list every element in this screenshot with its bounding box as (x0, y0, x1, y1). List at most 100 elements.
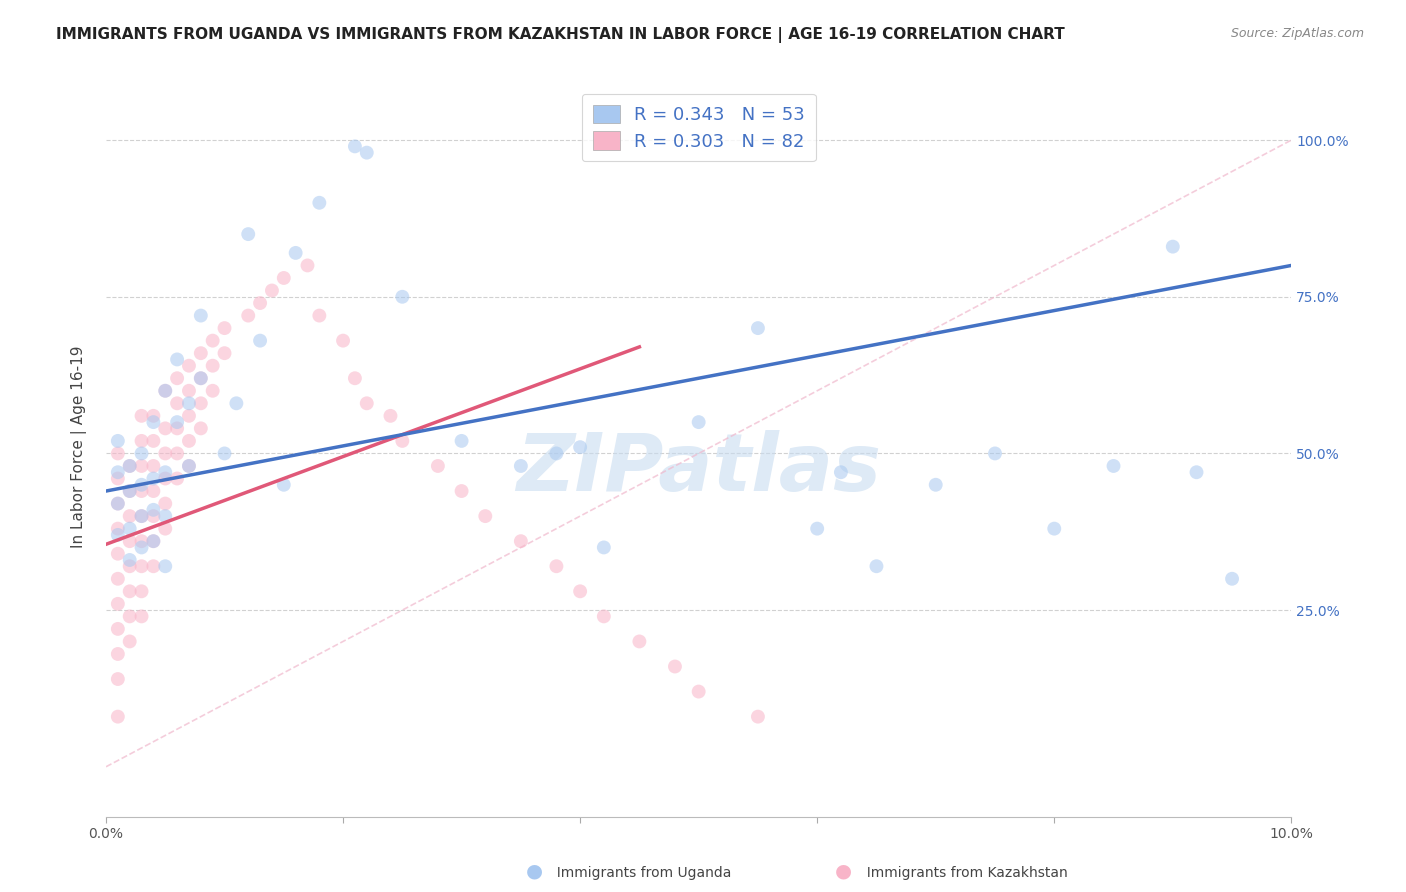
Point (107, 446, 129, 460)
Point (107, 471, 129, 485)
Point (201, 384, 224, 398)
Point (118, 584, 141, 599)
Point (546, 446, 568, 460)
Point (142, 415, 165, 429)
Point (142, 559, 165, 574)
Point (118, 553, 141, 567)
Point (177, 458, 200, 473)
Point (688, 415, 710, 429)
Point (238, 309, 260, 323)
Point (142, 534, 165, 549)
Point (142, 458, 165, 473)
Point (142, 534, 165, 549)
Point (107, 572, 129, 586)
Point (509, 534, 531, 549)
Point (1161, 240, 1184, 254)
Point (107, 647, 129, 661)
Point (332, 334, 354, 348)
Point (214, 346, 236, 360)
Point (142, 509, 165, 524)
Point (284, 246, 307, 260)
Text: Source: ZipAtlas.com: Source: ZipAtlas.com (1230, 27, 1364, 40)
Point (273, 271, 295, 285)
Point (249, 334, 271, 348)
Point (546, 559, 568, 574)
Point (190, 421, 212, 435)
Point (131, 541, 153, 555)
Point (118, 509, 141, 524)
Point (118, 483, 141, 498)
Legend: R = 0.343   N = 53, R = 0.303   N = 82: R = 0.343 N = 53, R = 0.303 N = 82 (582, 94, 815, 161)
Point (107, 528, 129, 542)
Point (177, 458, 200, 473)
Point (343, 139, 366, 153)
Point (177, 396, 200, 410)
Point (391, 434, 413, 448)
Point (1043, 522, 1066, 536)
Point (131, 409, 153, 423)
Point (190, 396, 212, 410)
Point (107, 672, 129, 686)
Point (155, 522, 177, 536)
Point (628, 634, 651, 648)
Point (155, 509, 177, 524)
Point (308, 195, 330, 210)
Point (107, 597, 129, 611)
Point (131, 446, 153, 460)
Point (356, 145, 378, 160)
Point (166, 471, 188, 485)
Point (865, 559, 887, 574)
Point (380, 409, 402, 423)
Point (107, 497, 129, 511)
Point (273, 477, 295, 491)
Point (107, 497, 129, 511)
Point (688, 684, 710, 698)
Point (830, 465, 852, 479)
Point (107, 622, 129, 636)
Point (118, 609, 141, 624)
Point (155, 559, 177, 574)
Point (142, 409, 165, 423)
Point (214, 446, 236, 460)
Point (118, 522, 141, 536)
Y-axis label: In Labor Force | Age 16-19: In Labor Force | Age 16-19 (72, 346, 87, 549)
Point (450, 434, 472, 448)
Point (131, 559, 153, 574)
Point (509, 458, 531, 473)
Text: Immigrants from Kazakhstan: Immigrants from Kazakhstan (858, 866, 1067, 880)
Point (569, 440, 592, 454)
Point (166, 446, 188, 460)
Point (118, 634, 141, 648)
Text: ZIPatlas: ZIPatlas (516, 430, 882, 508)
Point (747, 709, 769, 723)
Point (569, 584, 592, 599)
Point (155, 384, 177, 398)
Point (155, 471, 177, 485)
Point (806, 522, 828, 536)
Point (107, 522, 129, 536)
Point (155, 465, 177, 479)
Point (474, 509, 496, 524)
Point (1220, 572, 1243, 586)
Text: ●: ● (835, 862, 852, 880)
Point (107, 434, 129, 448)
Point (155, 497, 177, 511)
Point (260, 284, 283, 298)
Point (177, 434, 200, 448)
Point (190, 371, 212, 385)
Point (107, 709, 129, 723)
Point (142, 483, 165, 498)
Point (142, 434, 165, 448)
Point (925, 477, 948, 491)
Point (166, 396, 188, 410)
Point (166, 415, 188, 429)
Point (118, 534, 141, 549)
Text: ●: ● (526, 862, 543, 880)
Point (592, 541, 614, 555)
Point (592, 609, 614, 624)
Point (142, 503, 165, 517)
Point (249, 296, 271, 310)
Point (214, 321, 236, 335)
Point (118, 458, 141, 473)
Point (177, 359, 200, 373)
